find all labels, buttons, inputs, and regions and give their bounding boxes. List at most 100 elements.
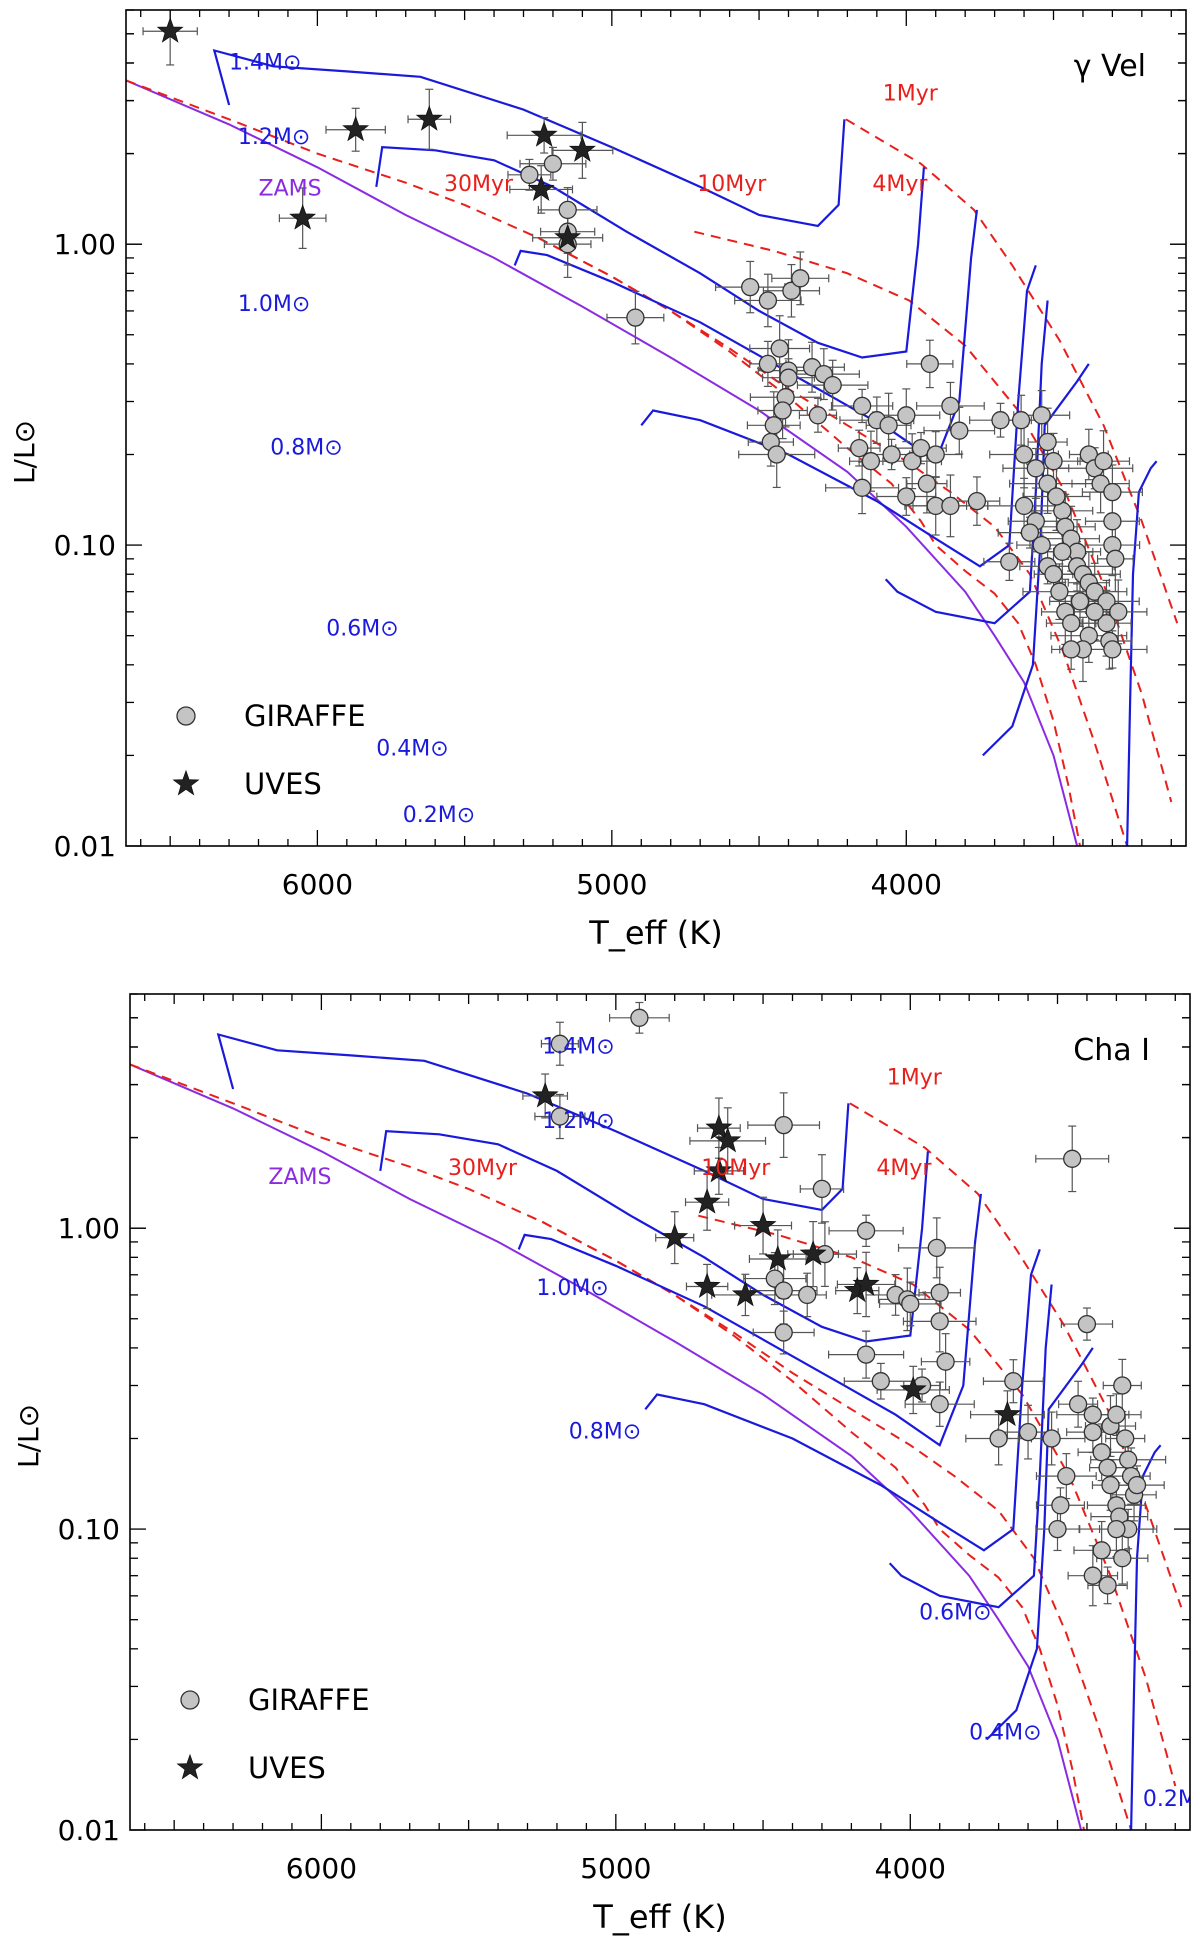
isochrone-label: 4Myr xyxy=(876,1156,932,1181)
giraffe-point xyxy=(782,281,801,300)
isochrone-1 xyxy=(694,230,1173,803)
y-tick-label: 0.10 xyxy=(58,1513,120,1546)
zams-line xyxy=(130,1063,1083,1830)
track-label: 1.4M⊙ xyxy=(542,1035,614,1060)
giraffe-point xyxy=(543,154,563,173)
giraffe-point xyxy=(558,200,577,220)
giraffe-point xyxy=(774,1115,793,1135)
uves-point xyxy=(554,223,582,250)
uves-point xyxy=(289,204,317,230)
giraffe-point xyxy=(1106,549,1125,568)
giraffe-point xyxy=(967,491,987,511)
legend-giraffe-marker xyxy=(176,706,196,726)
legend-giraffe-label: GIRAFFE xyxy=(244,699,366,733)
track-1 xyxy=(375,146,925,359)
x-tick-label: 4000 xyxy=(871,868,942,901)
giraffe-point xyxy=(774,1323,793,1342)
giraffe-point xyxy=(989,1429,1008,1448)
giraffe-point xyxy=(774,1281,793,1300)
giraffe-point xyxy=(1050,582,1069,601)
giraffe-point xyxy=(1038,474,1057,493)
giraffe-point xyxy=(1083,1405,1102,1424)
giraffe-point xyxy=(1048,1519,1067,1539)
giraffe-point xyxy=(901,1294,920,1314)
giraffe-point xyxy=(1107,1405,1126,1424)
giraffe-point xyxy=(1097,614,1116,633)
giraffe-point xyxy=(1032,406,1051,425)
isochrone-3 xyxy=(130,1063,1085,1830)
giraffe-point xyxy=(1098,1458,1117,1477)
giraffe-point xyxy=(630,1008,649,1027)
giraffe-point xyxy=(791,269,810,288)
giraffe-point xyxy=(1044,565,1063,584)
giraffe-point xyxy=(852,396,872,416)
giraffe-point xyxy=(1053,542,1072,561)
panel-label: Cha I xyxy=(1073,1033,1150,1068)
giraffe-point xyxy=(1018,1422,1038,1442)
plot-area: 1Myr 4Myr 10Myr 30Myr 1.4M⊙ 1.2M⊙ 1.0M⊙ 0.8M⊙ 0.… xyxy=(130,1001,1190,1830)
isochrone-label: 1Myr xyxy=(883,82,939,107)
giraffe-point xyxy=(808,406,828,425)
panel-gamma-vel: 1Myr 4Myr 10Myr 30Myr 1.4M⊙ 1.2M⊙ 1.0M⊙ 0.8M⊙ 0.… xyxy=(8,9,1187,952)
giraffe-point xyxy=(850,438,869,458)
isochrone-0 xyxy=(845,118,1179,624)
isochrone-label: 30Myr xyxy=(448,1156,518,1181)
giraffe-point xyxy=(950,421,969,440)
uves-point xyxy=(342,115,370,142)
y-tick-label: 1.00 xyxy=(54,228,116,261)
giraffe-point xyxy=(550,1107,570,1126)
giraffe-point xyxy=(823,375,842,395)
giraffe-point xyxy=(1092,1443,1111,1462)
legend-giraffe-label: GIRAFFE xyxy=(248,1683,370,1717)
giraffe-point xyxy=(1014,445,1034,464)
track-label: 1.2M⊙ xyxy=(542,1109,614,1134)
plot-frame xyxy=(129,993,1191,1831)
y-axis-title: L/L⊙ xyxy=(8,420,41,484)
giraffe-point xyxy=(767,445,786,464)
giraffe-point xyxy=(1020,523,1040,542)
giraffe-point xyxy=(852,478,872,497)
giraffe-point xyxy=(770,339,789,358)
giraffe-point xyxy=(1097,592,1116,611)
plot-frame xyxy=(125,9,1187,847)
track-0 xyxy=(212,48,846,228)
track-2 xyxy=(513,209,978,463)
giraffe-point xyxy=(1113,1376,1132,1395)
giraffe-point xyxy=(1083,1422,1102,1442)
giraffe-point xyxy=(550,1034,570,1053)
giraffe-point xyxy=(936,1352,955,1371)
x-tick-label: 6000 xyxy=(282,868,353,901)
track-label: 0.4M⊙ xyxy=(969,1720,1041,1745)
x-tick-label: 5000 xyxy=(580,1852,651,1885)
uves-point xyxy=(764,1244,792,1271)
giraffe-point xyxy=(1083,1566,1102,1585)
legend-uves-marker xyxy=(176,1753,204,1780)
giraffe-point xyxy=(1085,602,1104,621)
uves-point xyxy=(531,1081,559,1108)
track-label: 1.4M⊙ xyxy=(229,51,301,76)
giraffe-point xyxy=(1000,552,1019,571)
uves-point xyxy=(693,1188,721,1214)
x-axis-title: T_eff (K) xyxy=(588,914,722,952)
track-6 xyxy=(1126,460,1158,846)
track-label: 1.0M⊙ xyxy=(238,292,310,317)
giraffe-point xyxy=(991,411,1010,430)
uves-point xyxy=(661,1223,689,1250)
uves-point xyxy=(530,121,558,147)
uves-point xyxy=(568,136,596,162)
panel-label: γ Vel xyxy=(1074,49,1146,84)
uves-point xyxy=(993,1400,1021,1427)
uves-point xyxy=(156,16,184,43)
uves-point xyxy=(714,1126,742,1153)
isochrone-label: 10Myr xyxy=(697,172,767,197)
zams-label: ZAMS xyxy=(259,177,322,202)
uves-point xyxy=(749,1211,777,1238)
giraffe-point xyxy=(926,445,945,464)
giraffe-point xyxy=(941,496,960,516)
track-3 xyxy=(644,1249,1041,1552)
giraffe-point xyxy=(930,1395,949,1414)
track-1 xyxy=(379,1130,929,1343)
giraffe-point xyxy=(927,1238,946,1258)
giraffe-point xyxy=(1119,1450,1138,1469)
